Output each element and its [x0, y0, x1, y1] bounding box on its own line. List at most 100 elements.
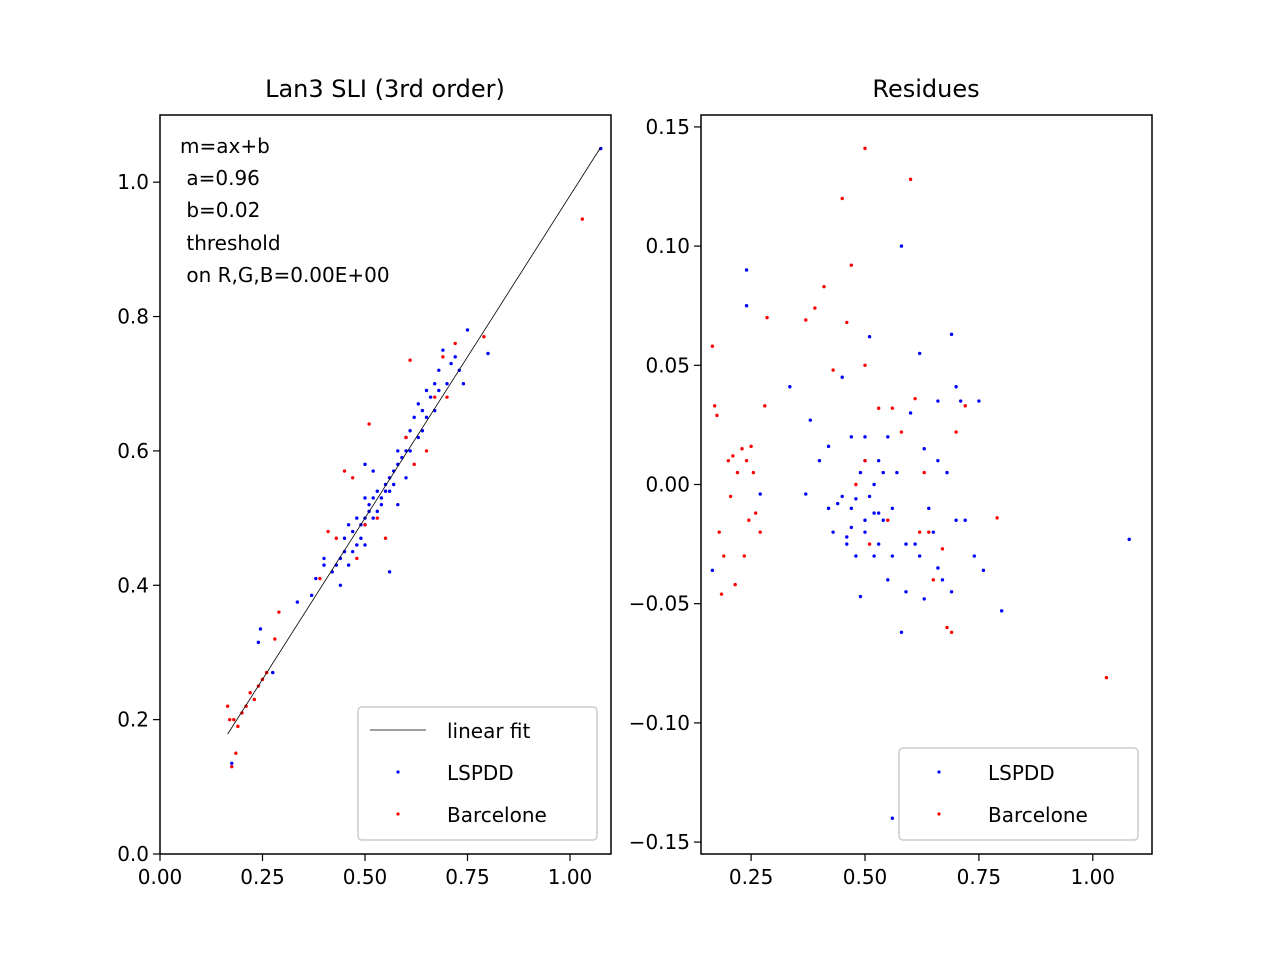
fit-point-lspdd	[396, 502, 400, 507]
fit-x-tick-label: 1.00	[548, 865, 593, 889]
fit-point-barcelone	[445, 395, 449, 399]
annotation-line-b: b=0.02	[180, 198, 260, 222]
fit-point-lspdd	[599, 146, 603, 151]
fit-point-lspdd	[346, 523, 351, 527]
residues-point-lspdd	[881, 470, 885, 475]
fit-point-barcelone	[363, 523, 367, 527]
residues-point-lspdd	[917, 351, 922, 356]
residues-point-lspdd	[922, 597, 926, 601]
residues-point-lspdd	[845, 535, 849, 539]
residues-point-barcelone	[913, 396, 917, 401]
residues-point-lspdd	[1127, 537, 1131, 542]
fit-point-barcelone	[232, 717, 236, 722]
residues-point-lspdd	[972, 554, 977, 558]
residues-y-tick-label: 0.10	[645, 234, 690, 258]
residues-point-lspdd	[895, 470, 899, 475]
annotation-line-rgb: on R,G,B=0.00E+00	[180, 263, 390, 287]
fit-point-lspdd	[408, 429, 412, 433]
residues-point-barcelone	[731, 454, 735, 458]
residues-point-barcelone	[749, 444, 753, 449]
residues-point-barcelone	[726, 458, 731, 463]
fit-point-lspdd	[379, 502, 384, 507]
fit-y-tick-label: 0.0	[117, 842, 149, 866]
residues-point-lspdd	[744, 304, 749, 308]
residues-point-lspdd	[831, 530, 835, 534]
residues-chart-legend: LSPDD Barcelone	[898, 747, 1139, 841]
fit-point-lspdd	[363, 462, 367, 467]
fit-point-lspdd	[445, 382, 449, 386]
residues-point-lspdd	[886, 435, 890, 439]
fit-point-lspdd	[387, 489, 392, 493]
residues-point-lspdd	[849, 525, 854, 530]
legend-barcelone-marker	[396, 812, 400, 816]
residues-x-tick-label: 0.25	[729, 865, 774, 889]
residues-point-barcelone	[845, 320, 849, 325]
fit-point-lspdd	[258, 627, 263, 631]
fit-x-tick-label: 0.50	[343, 865, 388, 889]
residues-legend-lspdd-label: LSPDD	[988, 761, 1055, 785]
fit-chart-title: Lan3 SLI (3rd order)	[265, 75, 505, 103]
fit-point-barcelone	[277, 610, 281, 614]
residues-point-lspdd	[936, 458, 940, 463]
fit-point-barcelone	[326, 529, 330, 534]
residues-point-lspdd	[872, 511, 876, 515]
fit-x-tick-label: 0.25	[240, 865, 285, 889]
residues-chart-points	[710, 146, 1131, 820]
fit-point-lspdd	[355, 543, 359, 547]
fit-point-lspdd	[416, 435, 420, 440]
fit-x-tick-label: 0.75	[445, 865, 490, 889]
fit-point-barcelone	[351, 476, 355, 480]
residues-point-barcelone	[717, 530, 721, 534]
residues-y-tick-label: −0.15	[629, 830, 690, 854]
fit-point-lspdd	[420, 408, 425, 413]
annotation-line-threshold: threshold	[180, 231, 281, 255]
fit-point-lspdd	[449, 361, 453, 366]
fit-point-lspdd	[453, 355, 457, 359]
residues-point-lspdd	[945, 470, 949, 475]
residues-y-tick-label: 0.05	[645, 353, 690, 377]
residues-point-lspdd	[949, 590, 954, 594]
residues-point-lspdd	[835, 501, 840, 506]
residues-point-lspdd	[845, 542, 849, 546]
fit-point-lspdd	[433, 382, 437, 386]
residues-point-lspdd	[890, 816, 895, 820]
residues-legend-barcelone-marker	[937, 812, 941, 816]
fit-point-lspdd	[465, 328, 470, 332]
residues-point-lspdd	[899, 630, 904, 634]
residues-point-barcelone	[849, 263, 854, 267]
fit-chart-fit-line	[227, 147, 602, 735]
residues-point-barcelone	[899, 430, 904, 434]
fit-point-lspdd	[387, 570, 392, 574]
residues-point-lspdd	[940, 578, 945, 582]
residues-point-barcelone	[917, 530, 922, 534]
fit-point-lspdd	[342, 536, 347, 540]
residues-point-lspdd	[999, 609, 1004, 613]
fit-point-lspdd	[351, 549, 355, 554]
residues-point-lspdd	[899, 244, 904, 248]
residues-point-lspdd	[922, 447, 926, 451]
fit-point-lspdd	[322, 556, 326, 561]
residues-point-barcelone	[890, 406, 895, 410]
residues-point-lspdd	[927, 506, 931, 511]
residues-point-lspdd	[863, 530, 867, 534]
fit-point-lspdd	[359, 536, 363, 540]
fit-point-lspdd	[371, 469, 375, 473]
residues-x-tick-label: 0.75	[957, 865, 1002, 889]
fit-point-lspdd	[367, 502, 371, 507]
residues-point-barcelone	[840, 196, 844, 201]
fit-point-lspdd	[351, 529, 355, 534]
residues-point-barcelone	[863, 458, 867, 463]
residues-point-lspdd	[872, 554, 876, 558]
residues-point-barcelone	[744, 458, 749, 463]
residues-point-lspdd	[876, 511, 881, 515]
residues-point-barcelone	[733, 582, 737, 587]
residues-point-lspdd	[908, 411, 913, 415]
fit-point-barcelone	[408, 358, 412, 362]
residues-point-lspdd	[867, 494, 872, 499]
legend-lspdd-marker	[396, 770, 400, 774]
residues-point-barcelone	[863, 363, 867, 368]
fit-point-barcelone	[355, 556, 359, 561]
legend-barcelone-label: Barcelone	[447, 803, 547, 827]
residues-point-lspdd	[854, 554, 858, 558]
